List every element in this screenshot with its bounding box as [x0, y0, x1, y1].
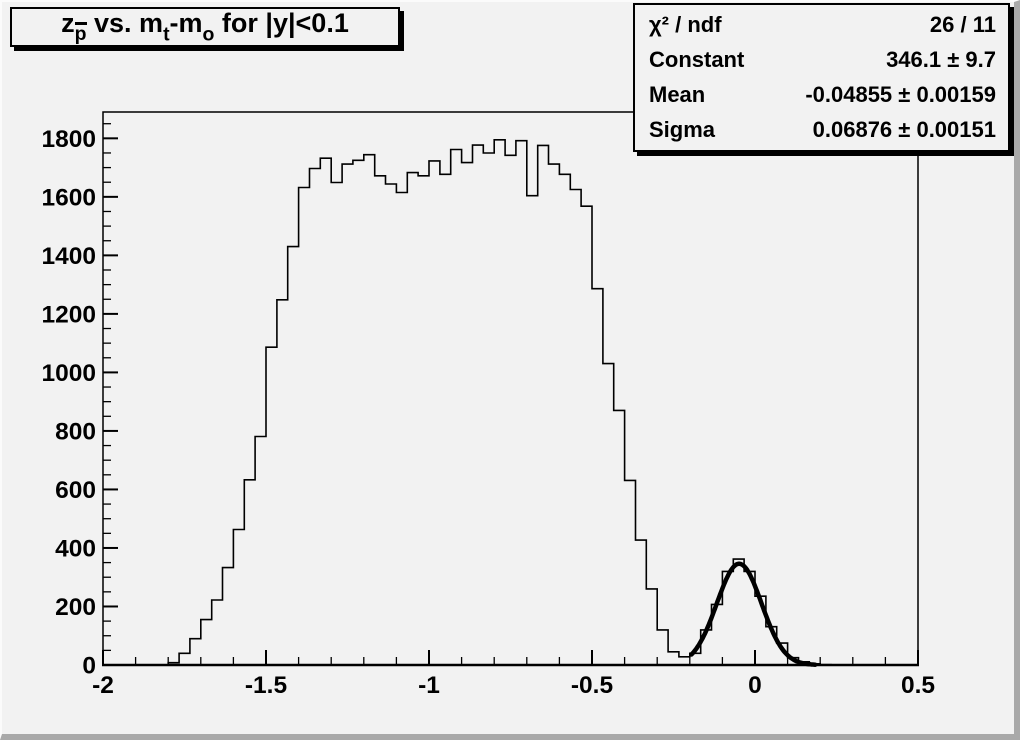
- x-tick-label: 0.5: [901, 672, 935, 699]
- stat-row-constant: Constant 346.1 ± 9.7: [635, 47, 1008, 73]
- stat-value-sigma: 0.06876 ± 0.00151: [812, 117, 996, 143]
- stat-value-chi2: 26 / 11: [929, 11, 996, 37]
- title-z: z: [61, 7, 75, 38]
- gaussian-fit-curve: [689, 561, 818, 667]
- y-tick-label: 400: [55, 535, 96, 562]
- stat-value-mean: -0.04855 ± 0.00159: [805, 82, 996, 108]
- title-sub-o: o: [202, 23, 215, 46]
- stat-label-chi2: χ² / ndf: [649, 11, 722, 37]
- stats-box[interactable]: χ² / ndf 26 / 11 Constant 346.1 ± 9.7 Me…: [633, 3, 1010, 152]
- title-vs-m: vs. m: [86, 7, 164, 38]
- title-sub-pbar: p: [74, 22, 87, 46]
- stat-label-constant: Constant: [649, 46, 745, 72]
- title-box[interactable]: zp vs. mt-mo for |y|<0.1: [10, 7, 400, 47]
- title-minus-m: -m: [169, 7, 203, 38]
- y-tick-label: 1600: [41, 184, 96, 211]
- plot-frame: [102, 111, 919, 666]
- x-tick-label: -0.5: [571, 672, 613, 699]
- title-condition: for |y|<0.1: [214, 7, 349, 38]
- plot-title: zp vs. mt-mo for |y|<0.1: [61, 8, 349, 47]
- histogram-line: [103, 139, 918, 666]
- title-sub-t: t: [163, 23, 170, 46]
- y-tick-label: 0: [82, 653, 96, 680]
- stat-value-constant: 346.1 ± 9.7: [886, 46, 996, 72]
- stat-row-mean: Mean -0.04855 ± 0.00159: [635, 82, 1008, 108]
- y-tick-label: 800: [55, 418, 96, 445]
- x-tick-label: 0: [748, 672, 762, 699]
- x-tick-label: -1: [418, 672, 440, 699]
- stat-row-sigma: Sigma 0.06876 ± 0.00151: [635, 117, 1008, 143]
- y-tick-label: 200: [55, 594, 96, 621]
- y-tick-label: 1000: [41, 360, 96, 387]
- y-tick-label: 1200: [41, 301, 96, 328]
- y-tick-label: 600: [55, 477, 96, 504]
- stat-row-chi2: χ² / ndf 26 / 11: [635, 12, 1008, 38]
- stat-label-mean: Mean: [649, 82, 706, 108]
- y-tick-label: 1400: [41, 243, 96, 270]
- x-tick-label: -1.5: [245, 672, 287, 699]
- x-tick-label: -2: [92, 672, 114, 699]
- y-tick-label: 1800: [41, 126, 96, 153]
- stat-label-sigma: Sigma: [649, 117, 716, 143]
